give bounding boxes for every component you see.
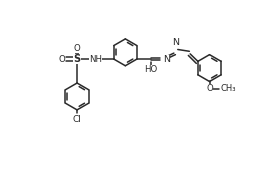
Text: CH₃: CH₃ <box>221 84 236 93</box>
Text: N: N <box>163 55 170 64</box>
Text: O: O <box>59 55 66 64</box>
Text: O: O <box>206 84 213 93</box>
Text: NH: NH <box>89 55 102 64</box>
Text: Cl: Cl <box>73 114 81 124</box>
Text: S: S <box>74 54 81 64</box>
Text: O: O <box>74 44 80 53</box>
Text: HO: HO <box>145 65 158 74</box>
Text: N: N <box>173 38 180 47</box>
